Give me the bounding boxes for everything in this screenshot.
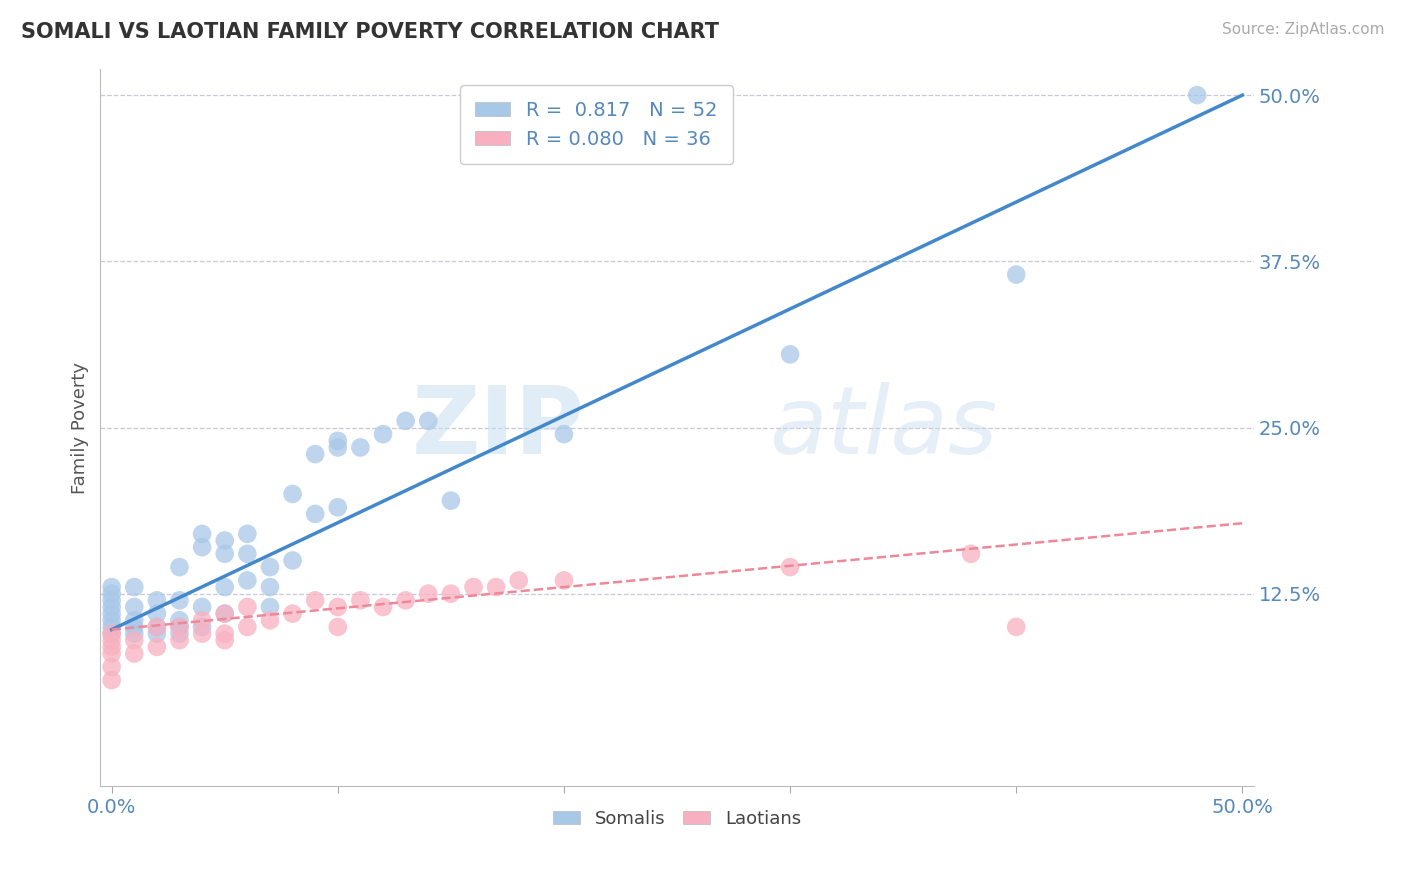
- Point: [1005, 268, 1028, 282]
- Point: [124, 620, 146, 634]
- Point: [304, 507, 326, 521]
- Point: [395, 414, 418, 428]
- Point: [326, 500, 349, 515]
- Point: [418, 587, 440, 601]
- Point: [146, 640, 169, 654]
- Point: [124, 633, 146, 648]
- Point: [124, 613, 146, 627]
- Point: [169, 593, 191, 607]
- Point: [214, 626, 236, 640]
- Point: [214, 580, 236, 594]
- Point: [124, 580, 146, 594]
- Point: [508, 574, 530, 588]
- Point: [214, 547, 236, 561]
- Point: [304, 593, 326, 607]
- Point: [418, 414, 440, 428]
- Point: [440, 587, 463, 601]
- Point: [281, 487, 304, 501]
- Point: [100, 626, 122, 640]
- Point: [326, 434, 349, 448]
- Point: [304, 447, 326, 461]
- Point: [371, 427, 394, 442]
- Point: [349, 441, 371, 455]
- Point: [214, 533, 236, 548]
- Point: [236, 599, 259, 614]
- Point: [236, 620, 259, 634]
- Point: [1185, 88, 1208, 103]
- Point: [100, 607, 122, 621]
- Point: [349, 593, 371, 607]
- Point: [100, 580, 122, 594]
- Point: [1005, 620, 1028, 634]
- Point: [124, 599, 146, 614]
- Point: [146, 607, 169, 621]
- Point: [146, 620, 169, 634]
- Point: [146, 620, 169, 634]
- Point: [100, 620, 122, 634]
- Point: [100, 626, 122, 640]
- Point: [100, 599, 122, 614]
- Point: [960, 547, 983, 561]
- Point: [100, 613, 122, 627]
- Point: [124, 626, 146, 640]
- Point: [259, 580, 281, 594]
- Text: SOMALI VS LAOTIAN FAMILY POVERTY CORRELATION CHART: SOMALI VS LAOTIAN FAMILY POVERTY CORRELA…: [21, 22, 718, 42]
- Point: [214, 633, 236, 648]
- Point: [100, 673, 122, 687]
- Point: [191, 620, 214, 634]
- Point: [779, 560, 801, 574]
- Point: [169, 560, 191, 574]
- Point: [326, 441, 349, 455]
- Point: [259, 599, 281, 614]
- Point: [146, 626, 169, 640]
- Point: [169, 626, 191, 640]
- Y-axis label: Family Poverty: Family Poverty: [72, 361, 89, 493]
- Point: [463, 580, 485, 594]
- Point: [553, 574, 575, 588]
- Point: [214, 607, 236, 621]
- Point: [169, 620, 191, 634]
- Point: [485, 580, 508, 594]
- Point: [395, 593, 418, 607]
- Point: [236, 574, 259, 588]
- Point: [100, 587, 122, 601]
- Text: atlas: atlas: [769, 382, 997, 473]
- Point: [236, 527, 259, 541]
- Text: Source: ZipAtlas.com: Source: ZipAtlas.com: [1222, 22, 1385, 37]
- Point: [191, 599, 214, 614]
- Point: [169, 633, 191, 648]
- Text: ZIP: ZIP: [412, 382, 585, 474]
- Point: [553, 427, 575, 442]
- Point: [191, 613, 214, 627]
- Point: [191, 527, 214, 541]
- Point: [326, 620, 349, 634]
- Point: [214, 607, 236, 621]
- Point: [146, 593, 169, 607]
- Point: [124, 647, 146, 661]
- Point: [100, 633, 122, 648]
- Point: [281, 553, 304, 567]
- Point: [326, 599, 349, 614]
- Point: [100, 647, 122, 661]
- Point: [100, 660, 122, 674]
- Point: [371, 599, 394, 614]
- Point: [236, 547, 259, 561]
- Point: [440, 493, 463, 508]
- Point: [191, 626, 214, 640]
- Legend: Somalis, Laotians: Somalis, Laotians: [546, 803, 808, 835]
- Point: [779, 347, 801, 361]
- Point: [191, 540, 214, 554]
- Point: [281, 607, 304, 621]
- Point: [169, 613, 191, 627]
- Point: [100, 593, 122, 607]
- Point: [100, 640, 122, 654]
- Point: [169, 620, 191, 634]
- Point: [259, 613, 281, 627]
- Point: [259, 560, 281, 574]
